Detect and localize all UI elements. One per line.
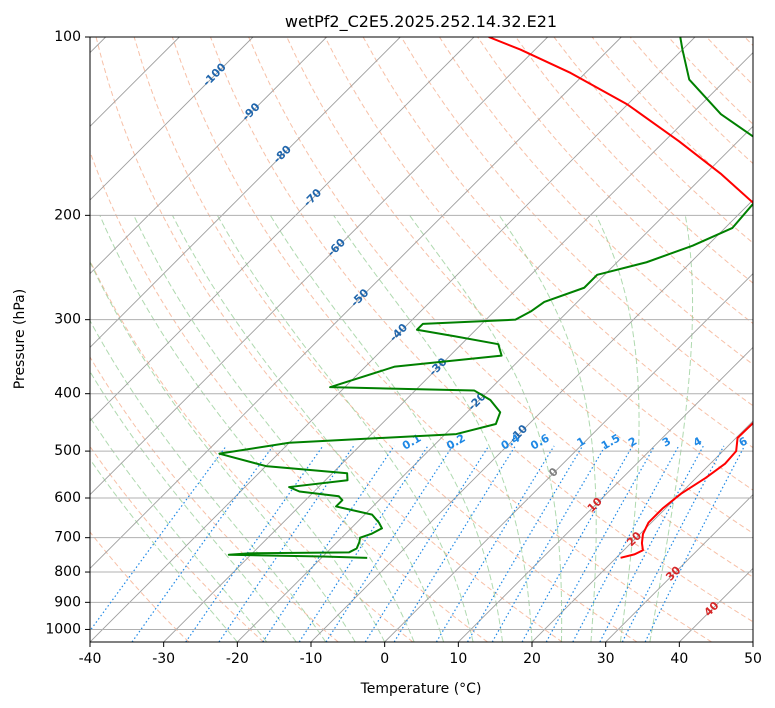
x-tick-label: -40 [79, 651, 102, 667]
mixing-ratio-line [545, 445, 656, 642]
mixing-ratio-line [364, 445, 490, 642]
moist-adiabat [90, 458, 238, 642]
mixing-ratio-line [131, 445, 274, 642]
mixing-ratio-line [621, 445, 725, 642]
y-tick-label: 600 [54, 490, 81, 506]
dry-adiabat [210, 37, 753, 623]
isotherm [90, 37, 401, 348]
dry-adiabat [515, 37, 753, 284]
dry-adiabat [171, 37, 712, 642]
isotherm [90, 37, 696, 642]
isotherm [90, 37, 254, 201]
moist-adiabat [90, 416, 268, 642]
mixing-ratio-line [218, 445, 355, 642]
x-tick-label: 30 [597, 651, 615, 667]
dry-adiabat [90, 150, 488, 642]
isotherm [458, 346, 753, 642]
mixing-ratio-label: 8 [762, 435, 775, 450]
dry-adiabat [324, 37, 753, 491]
mixing-ratio-line [262, 445, 395, 642]
mixing-ratio-line [644, 445, 746, 642]
mixing-ratio-line [325, 445, 454, 642]
dry-adiabats [90, 37, 753, 642]
x-axis-label: Temperature (°C) [360, 681, 482, 697]
y-axis-ticks: 1000 900 800 700 600 500 400 300 200 100 [45, 29, 90, 637]
moist-adiabat [90, 260, 356, 642]
mixing-ratio-line [298, 445, 429, 642]
dewpoint-profile [218, 37, 753, 559]
y-tick-label: 100 [54, 29, 81, 45]
isotherm [90, 37, 327, 275]
y-tick-label: 400 [54, 386, 81, 402]
isotherm [90, 37, 548, 496]
y-tick-label: 200 [54, 207, 81, 223]
isotherm [90, 37, 622, 569]
x-tick-label: 40 [670, 651, 688, 667]
moist-adiabat [595, 215, 640, 642]
moist-adiabat [333, 215, 533, 642]
mixing-ratio-line [521, 445, 634, 642]
y-tick-label: 1000 [45, 621, 81, 637]
y-axis-label: Pressure (hPa) [12, 289, 28, 389]
isotherm [310, 199, 753, 642]
mixing-ratio-line [185, 445, 324, 642]
dry-adiabat [90, 445, 264, 642]
isotherm [163, 52, 753, 642]
isotherm [237, 125, 753, 642]
mixing-ratio-line [435, 445, 555, 642]
dry-adiabat [90, 531, 190, 642]
y-tick-label: 800 [54, 564, 81, 580]
moist-adiabat [90, 370, 297, 642]
dry-adiabat [400, 37, 753, 407]
x-tick-label: -30 [152, 651, 175, 667]
y-tick-label: 300 [54, 312, 81, 328]
moist-adiabat [133, 215, 415, 642]
isotherm [752, 641, 753, 642]
dry-adiabat [439, 37, 753, 366]
mixing-ratio-lines [90, 445, 746, 642]
dry-adiabat [248, 37, 753, 578]
x-tick-label: 10 [449, 651, 467, 667]
isotherm [384, 273, 753, 642]
isotherms [90, 37, 753, 642]
moist-adiabats [90, 215, 694, 642]
sounding-profiles [218, 37, 753, 559]
x-tick-label: 50 [744, 651, 762, 667]
isotherm [605, 494, 753, 642]
dry-adiabat [95, 37, 563, 642]
y-tick-label: 900 [54, 594, 81, 610]
dry-adiabat [133, 37, 638, 642]
dry-adiabat [90, 356, 339, 642]
x-tick-label: -10 [300, 651, 323, 667]
chart-title: wetPf2_C2E5.2025.252.14.32.E21 [285, 12, 557, 32]
moist-adiabat [216, 215, 474, 642]
temperature-profile [488, 37, 753, 559]
moist-adiabat [409, 215, 563, 642]
plot-area: -100-90-80-70-60-50-40-30-20-10010203040… [90, 37, 775, 642]
moist-adiabat [649, 215, 694, 642]
plot-frame [89, 36, 754, 643]
x-axis-ticks: -40 -30 -20 -10 0 10 20 30 40 50 [79, 642, 762, 667]
mixing-ratio-line [466, 445, 584, 642]
x-tick-label: 20 [523, 651, 541, 667]
moist-adiabat [269, 215, 504, 642]
moist-adiabat [90, 319, 327, 642]
x-tick-label: 0 [380, 651, 389, 667]
y-tick-label: 500 [54, 443, 81, 459]
moist-adiabat [498, 215, 597, 642]
mixing-ratio-line [393, 445, 516, 642]
x-tick-label: -20 [226, 651, 249, 667]
y-tick-label: 700 [54, 530, 81, 546]
isotherm [531, 420, 753, 642]
isotherm [90, 37, 475, 422]
moist-adiabat [172, 215, 445, 642]
